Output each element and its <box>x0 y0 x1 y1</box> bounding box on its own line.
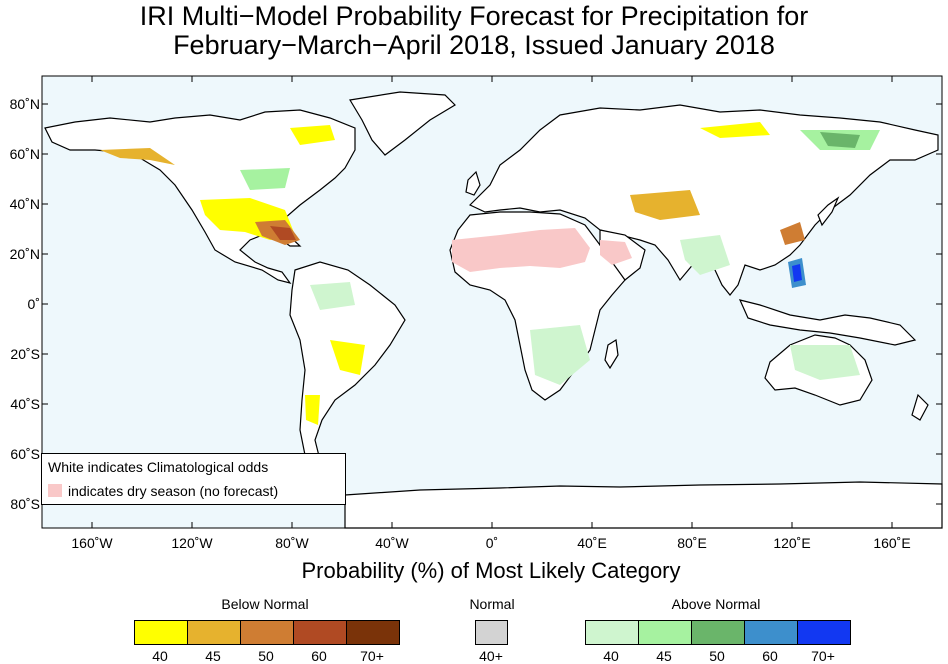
arabia-dry-region <box>600 240 632 265</box>
lon-label: 0˚ <box>486 535 498 551</box>
below-normal-colorbar <box>134 620 400 645</box>
above-tick: 70+ <box>811 648 835 664</box>
below-normal-swatch-60 <box>294 621 347 644</box>
lat-label: 20˚N <box>10 246 40 262</box>
below-normal-china-coast <box>780 222 805 245</box>
climatological-odds-note: White indicates Climatological odds <box>48 459 269 475</box>
below-normal-swatch-45 <box>188 621 241 644</box>
above-normal-regions <box>240 130 880 385</box>
above-normal-swatch-40 <box>586 621 639 644</box>
map-legend: White indicates Climatological odds indi… <box>41 453 346 505</box>
above-normal-swatch-45 <box>639 621 692 644</box>
above-normal-southern-africa <box>530 325 590 385</box>
japan <box>817 196 840 227</box>
below-normal-regions <box>100 122 805 425</box>
above-normal-amazon <box>310 282 355 310</box>
above-tick: 50 <box>709 648 725 664</box>
below-tick: 50 <box>258 648 274 664</box>
below-normal-southern-andes <box>305 395 320 425</box>
below-normal-siberia <box>700 122 770 138</box>
below-normal-gulf-core <box>270 226 296 240</box>
lat-label: 40˚S <box>10 396 40 412</box>
lat-label: 80˚S <box>10 496 40 512</box>
above-tick: 45 <box>656 648 672 664</box>
above-normal-south-asia <box>680 235 730 275</box>
below-normal-brazil-east <box>330 340 365 375</box>
lon-label: 80˚E <box>677 535 707 551</box>
dry-season-swatch <box>48 484 62 497</box>
lon-label: 40˚E <box>577 535 607 551</box>
lat-label: 40˚N <box>10 196 40 212</box>
below-normal-central-asia <box>630 190 700 220</box>
below-tick: 40 <box>152 648 168 664</box>
lon-label: 80˚W <box>275 535 309 551</box>
above-normal-swatch-70 <box>798 621 850 644</box>
above-normal-siberia-core <box>820 132 860 148</box>
above-normal-colorbar <box>585 620 851 645</box>
below-tick: 70+ <box>360 648 384 664</box>
normal-tick: 40+ <box>479 648 503 664</box>
axis-ticks <box>42 76 942 528</box>
colorbar-title: Probability (%) of Most Likely Category <box>301 558 681 583</box>
dry-season-regions <box>452 228 632 272</box>
normal-colorbar <box>475 620 508 645</box>
lat-label: 60˚N <box>10 146 40 162</box>
greenland <box>349 91 456 156</box>
lat-label: 80˚N <box>10 96 40 112</box>
new-zealand <box>911 393 929 421</box>
above-normal-philippines-core <box>792 264 802 282</box>
map-title-line1: IRI Multi−Model Probability Forecast for… <box>139 1 809 31</box>
lat-label: 0˚ <box>28 296 40 312</box>
below-normal-northern-canada <box>290 125 335 145</box>
normal-swatch <box>476 621 507 644</box>
lat-label: 60˚S <box>10 446 40 462</box>
sahel-dry-region <box>452 228 590 272</box>
above-tick: 40 <box>603 648 619 664</box>
below-normal-label: Below Normal <box>221 596 309 612</box>
below-normal-swatch-40 <box>135 621 188 644</box>
below-tick: 60 <box>311 648 327 664</box>
above-normal-northern-australia <box>790 345 860 380</box>
british-isles <box>465 170 481 196</box>
above-normal-swatch-50 <box>692 621 745 644</box>
below-normal-swatch-70 <box>347 621 399 644</box>
normal-label: Normal <box>469 596 515 612</box>
below-normal-alaska-coast <box>100 148 175 165</box>
dry-season-note: indicates dry season (no forecast) <box>68 483 279 499</box>
lon-label: 120˚E <box>773 535 810 551</box>
above-normal-western-canada <box>240 168 290 190</box>
madagascar <box>604 338 619 370</box>
lon-label: 160˚W <box>71 535 113 551</box>
lon-label: 160˚E <box>873 535 910 551</box>
above-normal-swatch-60 <box>745 621 798 644</box>
below-normal-swatch-50 <box>241 621 294 644</box>
above-tick: 60 <box>762 648 778 664</box>
indonesia <box>738 299 917 346</box>
above-normal-label: Above Normal <box>671 596 761 612</box>
lon-label: 40˚W <box>375 535 409 551</box>
below-tick: 45 <box>205 648 221 664</box>
lon-label: 120˚W <box>171 535 213 551</box>
lat-label: 20˚S <box>10 346 40 362</box>
map-title-line2: February−March−April 2018, Issued Januar… <box>173 30 775 60</box>
